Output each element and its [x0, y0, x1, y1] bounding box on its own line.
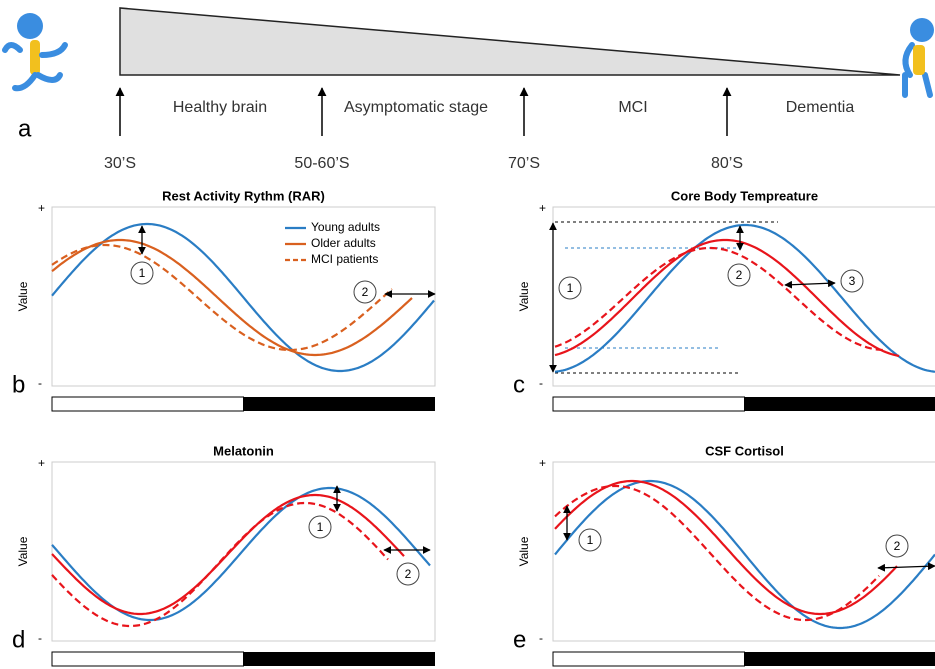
- legend-label: Young adults: [311, 220, 380, 234]
- curve: [51, 486, 431, 622]
- plot-frame: [51, 461, 436, 642]
- panel-letter: a: [18, 115, 32, 142]
- curve: [554, 484, 880, 622]
- light-phase: [552, 651, 745, 667]
- minus-sign: -: [539, 376, 543, 390]
- stage-label: Healthy brain: [173, 99, 267, 116]
- callout-circle: [840, 269, 864, 293]
- dark-phase: [243, 397, 435, 411]
- content: a 30’S 50-60’S 70’S 80’S Healthy brain Asympt…: [2, 7, 935, 667]
- curve: [51, 501, 389, 628]
- curve: [554, 238, 900, 358]
- light-phase: [552, 396, 745, 412]
- plus-sign: +: [539, 456, 546, 470]
- plus-sign: +: [38, 201, 45, 215]
- dark-phase: [744, 652, 935, 666]
- difference-arrow: [877, 562, 935, 572]
- callout-number: 2: [405, 567, 412, 581]
- dark-phase: [744, 397, 935, 411]
- plus-sign: +: [539, 201, 546, 215]
- young-icon: [2, 13, 68, 92]
- panel-letter: b: [12, 371, 25, 398]
- curve: [554, 479, 898, 616]
- stage-label: Asymptomatic stage: [344, 99, 488, 116]
- dark-phase: [243, 652, 435, 666]
- stage-label: Dementia: [786, 99, 855, 116]
- y-axis-label: Value: [517, 281, 531, 311]
- panel-title: Rest Activity Rythm (RAR): [162, 188, 325, 203]
- legend-label: Older adults: [311, 236, 376, 250]
- callout-circle: [558, 276, 582, 300]
- panel-title: CSF Cortisol: [705, 443, 784, 458]
- light-phase: [51, 651, 244, 667]
- y-axis-label: Value: [16, 536, 30, 566]
- minus-sign: -: [38, 631, 42, 645]
- age-label: 80’S: [711, 155, 743, 172]
- curve: [554, 223, 935, 373]
- callout-number: 1: [587, 533, 594, 547]
- light-phase: [51, 396, 244, 412]
- difference-arrow: [784, 279, 836, 289]
- callout-number: 1: [139, 266, 146, 280]
- age-label: 30’S: [104, 155, 136, 172]
- panel-title: Core Body Tempreature: [671, 188, 818, 203]
- panel-letter: c: [513, 371, 525, 398]
- callout-circle: [353, 280, 377, 304]
- age-label: 50-60’S: [294, 155, 349, 172]
- curve: [51, 238, 413, 357]
- minus-sign: -: [539, 631, 543, 645]
- panel-letter: e: [513, 626, 526, 653]
- callout-circle: [578, 528, 602, 552]
- stage-label: MCI: [618, 99, 647, 116]
- callout-circle: [130, 261, 154, 285]
- age-label: 70’S: [508, 155, 540, 172]
- callout-number: 2: [894, 539, 901, 553]
- callout-circle: [885, 534, 909, 558]
- legend-label: MCI patients: [311, 252, 378, 266]
- elderly-icon: [902, 18, 934, 98]
- plus-sign: +: [38, 456, 45, 470]
- callout-number: 1: [567, 281, 574, 295]
- curve: [51, 222, 435, 373]
- decline-triangle: [119, 7, 901, 76]
- panel-letter: d: [12, 626, 25, 653]
- callout-number: 3: [849, 274, 856, 288]
- curve: [51, 243, 393, 352]
- minus-sign: -: [38, 376, 42, 390]
- callout-number: 2: [362, 285, 369, 299]
- curve: [554, 479, 935, 630]
- curve: [554, 246, 885, 352]
- plot-frame: [552, 461, 935, 642]
- plot-frame: [552, 206, 935, 387]
- y-axis-label: Value: [16, 281, 30, 311]
- callout-circle: [308, 515, 332, 539]
- callout-number: 2: [736, 268, 743, 282]
- callout-circle: [727, 263, 751, 287]
- panel-title: Melatonin: [213, 443, 274, 458]
- callout-circle: [396, 562, 420, 586]
- callout-number: 1: [317, 520, 324, 534]
- y-axis-label: Value: [517, 536, 531, 566]
